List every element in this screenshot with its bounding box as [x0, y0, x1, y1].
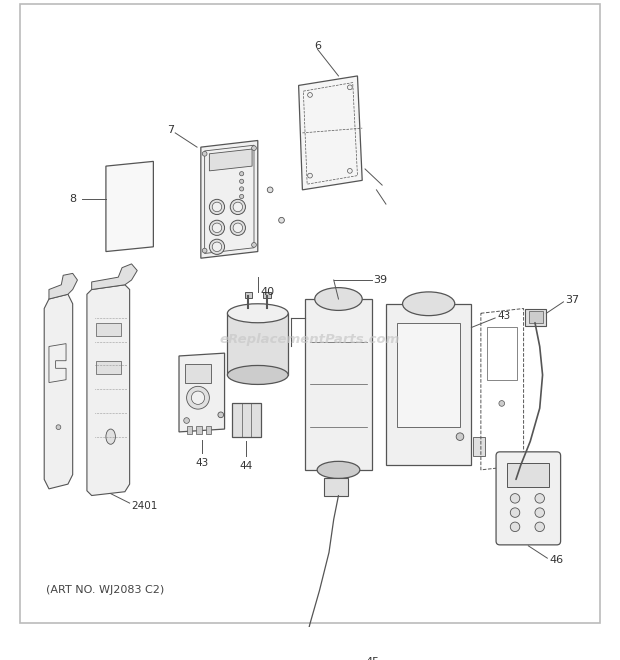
Polygon shape [106, 162, 153, 251]
Circle shape [510, 494, 520, 503]
Ellipse shape [317, 461, 360, 478]
Text: 8: 8 [69, 194, 76, 205]
Circle shape [192, 391, 205, 405]
Circle shape [210, 220, 224, 236]
Bar [487, 327, 517, 380]
Circle shape [239, 180, 244, 183]
Circle shape [267, 187, 273, 193]
Polygon shape [87, 284, 130, 496]
Circle shape [210, 239, 224, 254]
Text: 40: 40 [260, 287, 275, 298]
Circle shape [347, 168, 352, 173]
Circle shape [230, 220, 246, 236]
Circle shape [239, 195, 244, 199]
Circle shape [202, 248, 207, 253]
Circle shape [218, 412, 224, 418]
Text: 43: 43 [497, 311, 510, 321]
Circle shape [347, 85, 352, 90]
Polygon shape [210, 149, 252, 171]
Text: 39: 39 [374, 275, 388, 285]
Polygon shape [92, 264, 137, 290]
Circle shape [212, 223, 222, 232]
Text: 2401: 2401 [131, 501, 158, 511]
Text: 45: 45 [365, 657, 379, 660]
Ellipse shape [228, 366, 288, 384]
Circle shape [308, 173, 312, 178]
Polygon shape [49, 273, 78, 299]
Bar [264, 292, 271, 298]
Circle shape [184, 418, 190, 423]
Polygon shape [179, 353, 224, 432]
Bar [187, 426, 192, 434]
Polygon shape [299, 76, 362, 190]
Bar [232, 403, 260, 437]
Bar [206, 426, 211, 434]
Polygon shape [201, 141, 258, 258]
Circle shape [202, 151, 207, 156]
Circle shape [252, 242, 256, 248]
Text: 6: 6 [314, 40, 321, 51]
Bar [397, 323, 460, 427]
Text: (ART NO. WJ2083 C2): (ART NO. WJ2083 C2) [46, 585, 164, 595]
Circle shape [252, 146, 256, 150]
Circle shape [308, 92, 312, 97]
Circle shape [233, 202, 242, 212]
Circle shape [535, 522, 544, 531]
Bar [305, 299, 372, 470]
Circle shape [210, 199, 224, 214]
Circle shape [239, 172, 244, 176]
Circle shape [510, 522, 520, 531]
Bar [97, 323, 121, 336]
Circle shape [212, 242, 222, 251]
Ellipse shape [228, 304, 288, 323]
Circle shape [510, 508, 520, 517]
Bar [386, 304, 471, 465]
Bar [324, 478, 348, 496]
Bar [196, 426, 202, 434]
Ellipse shape [106, 429, 115, 444]
Bar [185, 364, 211, 383]
Text: 7: 7 [167, 125, 174, 135]
Circle shape [278, 217, 285, 223]
Text: eReplacementParts.com: eReplacementParts.com [220, 333, 400, 346]
Bar [97, 361, 121, 374]
Circle shape [535, 508, 544, 517]
Bar [473, 437, 485, 455]
Ellipse shape [315, 288, 362, 310]
Text: 43: 43 [195, 459, 208, 469]
Circle shape [499, 401, 505, 407]
Bar [244, 292, 252, 298]
Ellipse shape [402, 292, 454, 315]
Bar [228, 314, 288, 375]
Circle shape [535, 494, 544, 503]
Text: 44: 44 [240, 461, 253, 471]
Circle shape [233, 223, 242, 232]
Circle shape [230, 199, 246, 214]
Circle shape [456, 433, 464, 440]
Circle shape [212, 202, 222, 212]
Text: 46: 46 [549, 555, 564, 565]
Circle shape [239, 187, 244, 191]
Circle shape [56, 425, 61, 430]
FancyBboxPatch shape [496, 452, 560, 545]
Bar [529, 312, 542, 323]
Bar [526, 308, 546, 325]
Text: 37: 37 [565, 295, 580, 305]
Circle shape [187, 386, 210, 409]
Polygon shape [44, 294, 73, 489]
Bar [507, 463, 549, 487]
